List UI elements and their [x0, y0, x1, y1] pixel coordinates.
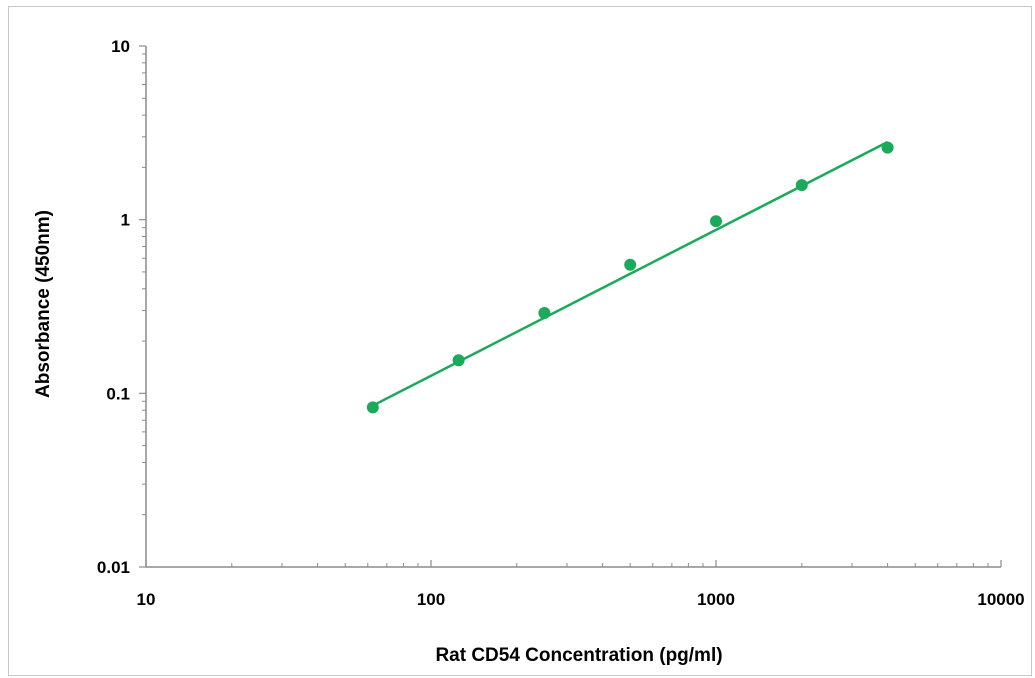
chart-frame: 10 1 0.1 0.01 10 100 1000 10000 Rat CD54 Concen…	[8, 6, 1032, 676]
trendline-group	[372, 140, 889, 407]
data-points	[366, 141, 894, 414]
x-tick-label: 1000	[697, 590, 735, 609]
x-tick-label: 10	[137, 590, 156, 609]
data-point	[452, 354, 465, 367]
x-tick-label: 10000	[977, 590, 1024, 609]
data-point	[538, 307, 551, 320]
data-point	[366, 401, 379, 414]
axes	[139, 45, 1002, 568]
data-point	[710, 215, 722, 228]
data-point	[795, 179, 808, 192]
x-axis-title: Rat CD54 Concentration (pg/ml)	[435, 645, 722, 666]
tick-labels: 10 1 0.1 0.01 10 100 1000 10000	[97, 37, 1025, 609]
y-axis-title: Absorbance (450nm)	[33, 210, 54, 398]
data-point	[624, 258, 637, 271]
y-tick-label: 1	[121, 211, 130, 230]
y-tick-label: 10	[111, 37, 130, 56]
data-point	[881, 141, 894, 154]
y-tick-label: 0.1	[106, 384, 130, 403]
x-tick-label: 100	[417, 590, 445, 609]
chart: 10 1 0.1 0.01 10 100 1000 10000 Rat CD54 Concen…	[33, 37, 1025, 666]
trendline	[372, 140, 889, 407]
y-tick-label: 0.01	[97, 558, 130, 577]
